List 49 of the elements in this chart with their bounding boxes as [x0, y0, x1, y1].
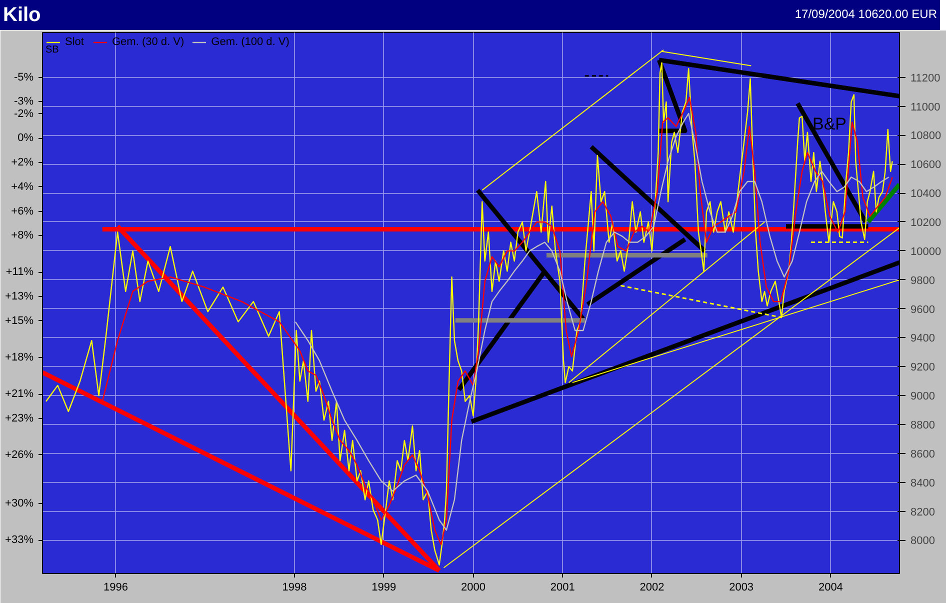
y-tick-label: 10800 — [910, 130, 942, 142]
subtitle: 17/09/2004 10620.00 EUR — [794, 6, 937, 24]
y2-tick-label: +8% — [11, 230, 34, 242]
x-tick-label: 2004 — [818, 582, 843, 594]
y2-tick-label: -3% — [14, 96, 34, 108]
y-tick-label: 9600 — [910, 304, 935, 316]
y-tick-label: 10600 — [910, 159, 942, 172]
legend-label: Gem. (100 d. V) — [211, 36, 290, 48]
y2-tick-label: +18% — [5, 352, 34, 364]
y2-tick-label: +4% — [11, 180, 34, 193]
y-tick-label: 8600 — [910, 448, 935, 460]
annotation: SB — [46, 44, 60, 56]
y-tick-label: 9200 — [910, 362, 935, 374]
x-tick-label: 2001 — [550, 582, 575, 594]
y-tick-label: 11000 — [910, 101, 940, 114]
y2-tick-label: +6% — [11, 205, 34, 218]
y2-tick-label: -5% — [14, 71, 34, 84]
y-tick-label: 8000 — [910, 535, 935, 548]
y-tick-label: 8200 — [910, 506, 935, 518]
y2-tick-label: +33% — [5, 534, 34, 546]
y2-tick-label: +11% — [6, 266, 34, 278]
x-tick-label: 1999 — [372, 582, 396, 594]
y-tick-label: 8800 — [910, 420, 935, 432]
y2-tick-label: +23% — [5, 412, 34, 424]
x-tick-label: 1998 — [282, 582, 307, 594]
title: Kilo — [3, 2, 41, 28]
annotation: B&P — [812, 114, 847, 134]
y2-tick-label: +15% — [5, 314, 34, 327]
y2-tick-label: +26% — [5, 448, 34, 461]
y-tick-label: 9800 — [910, 274, 935, 287]
y2-tick-label: +21% — [5, 388, 34, 400]
y-tick-label: 10400 — [910, 188, 942, 200]
y-tick-label: 10200 — [910, 216, 942, 229]
legend-label: Gem. (30 d. V) — [112, 36, 184, 48]
y-tick-label: 9400 — [910, 332, 935, 345]
y2-tick-label: +30% — [5, 498, 34, 510]
y2-tick-label: +2% — [11, 156, 34, 169]
y2-tick-label: +13% — [5, 290, 34, 303]
y2-tick-label: -2% — [14, 108, 34, 120]
x-tick-label: 2002 — [640, 582, 664, 594]
x-tick-label: 2003 — [729, 582, 754, 594]
y-tick-label: 8400 — [910, 477, 935, 490]
y2-tick-label: 0% — [18, 132, 34, 144]
y-tick-label: 9000 — [910, 390, 935, 403]
x-tick-label: 2000 — [461, 582, 486, 594]
y-tick-label: 11200 — [910, 72, 940, 84]
y-tick-label: 10000 — [910, 246, 942, 258]
legend-label: Slot — [65, 36, 85, 48]
x-tick-label: 1996 — [104, 582, 128, 594]
